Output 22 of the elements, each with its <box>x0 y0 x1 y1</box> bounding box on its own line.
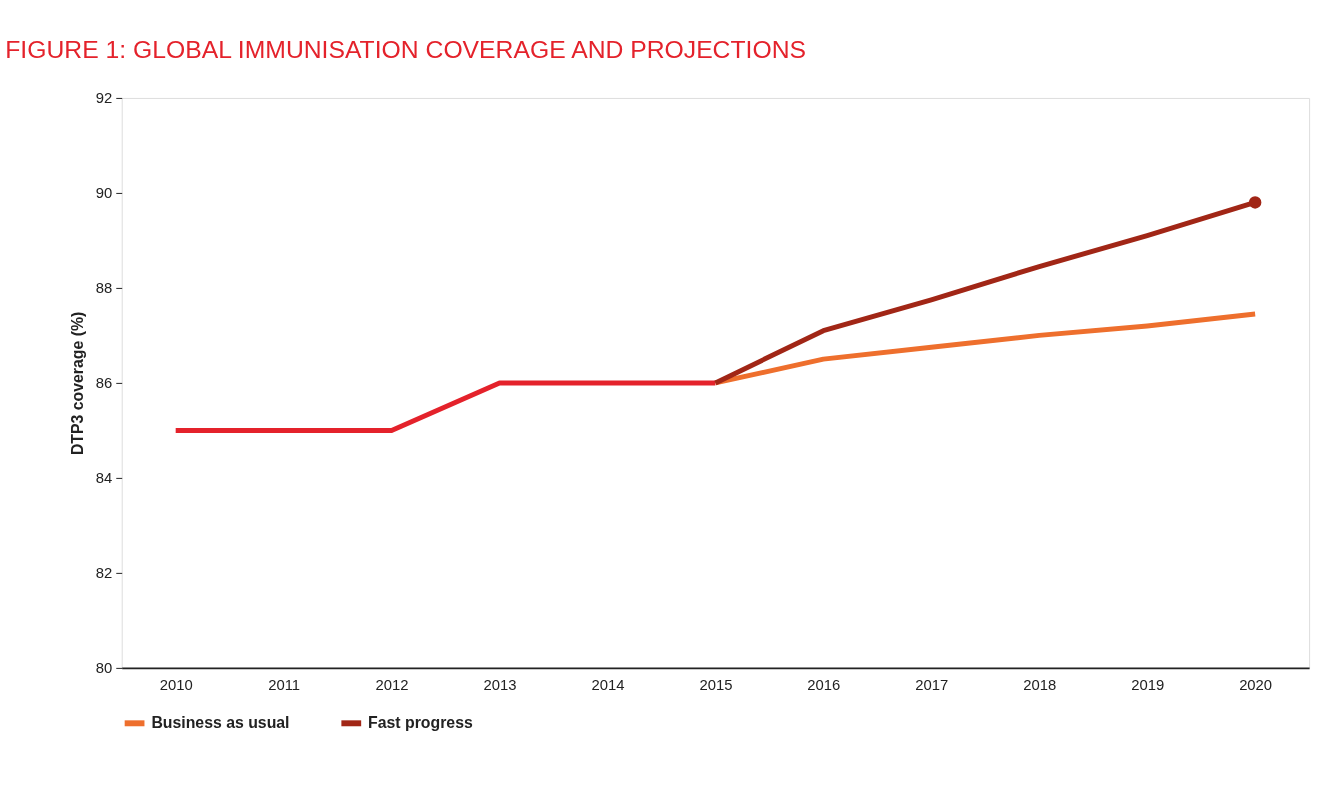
x-tick-label: 2010 <box>159 677 193 694</box>
y-tick-label: 86 <box>95 375 113 392</box>
x-tick-label: 2016 <box>807 677 841 694</box>
x-tick-label: 2011 <box>268 677 301 694</box>
x-tick-label: 2019 <box>1131 677 1165 694</box>
x-tick-label: 2015 <box>699 677 733 694</box>
chart-title: FIGURE 1: GLOBAL IMMUNISATION COVERAGE AND PROJECTIONS <box>5 36 807 64</box>
x-tick-label: 2014 <box>591 677 625 694</box>
y-tick-label: 88 <box>95 280 113 297</box>
x-tick-label: 2012 <box>375 677 409 694</box>
x-tick-label: 2017 <box>915 677 949 694</box>
x-tick-label: 2020 <box>1239 677 1273 694</box>
legend-label: Fast progress <box>368 714 473 732</box>
legend-label: Business as usual <box>151 714 290 732</box>
x-tick-label: 2013 <box>483 677 517 694</box>
x-tick-label: 2018 <box>1023 677 1057 694</box>
y-axis-title: DTP3 coverage (%) <box>68 311 86 456</box>
y-tick-label: 80 <box>95 660 113 677</box>
y-tick-label: 92 <box>95 90 113 107</box>
y-tick-label: 84 <box>95 470 113 487</box>
y-tick-label: 90 <box>95 185 113 202</box>
y-tick-label: 82 <box>95 565 113 582</box>
